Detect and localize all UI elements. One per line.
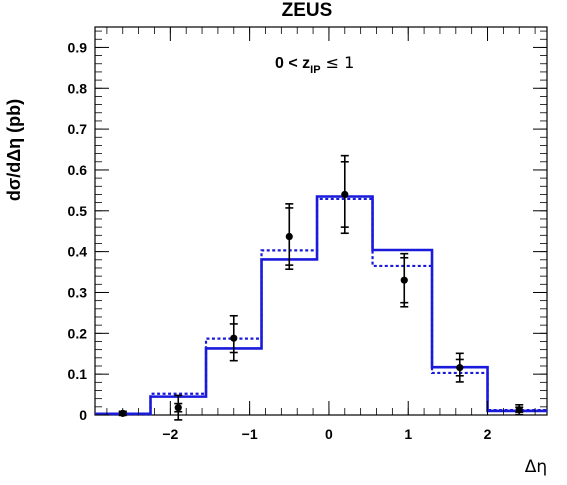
y-tick-label: 0.5 (68, 203, 88, 219)
y-tick-label: 0.1 (68, 366, 88, 382)
data-point (174, 404, 182, 412)
y-tick-label: 0.6 (68, 162, 88, 178)
data-point (285, 232, 293, 241)
plot-frame (94, 26, 548, 416)
y-tick-label: 0.3 (68, 284, 88, 300)
x-tick-label: 2 (484, 426, 492, 442)
y-tick-label: 0.9 (68, 39, 88, 55)
y-axis-label: dσ/dΔη (pb) (4, 99, 24, 201)
y-tick-label: 0.2 (68, 325, 88, 341)
x-tick-label: −1 (242, 426, 258, 442)
data-point (400, 276, 408, 284)
y-tick-label: 0 (79, 407, 87, 423)
data-point (456, 364, 464, 372)
annotation: 0 < zIP ≤ 1 (275, 53, 354, 76)
x-tick-label: −2 (162, 426, 178, 442)
y-tick-label: 0.7 (68, 121, 88, 137)
histogram-solid-line (95, 195, 547, 416)
x-tick-label: 0 (325, 426, 333, 442)
chart-title: ZEUS (282, 0, 333, 21)
y-tick-label: 0.4 (68, 244, 88, 260)
x-axis-label: Δη (525, 457, 547, 477)
data-point (230, 334, 238, 342)
data-point (341, 190, 349, 199)
y-tick-label: 0.8 (68, 80, 88, 96)
histogram-dotted-line (95, 197, 547, 416)
x-tick-label: 1 (404, 426, 412, 442)
